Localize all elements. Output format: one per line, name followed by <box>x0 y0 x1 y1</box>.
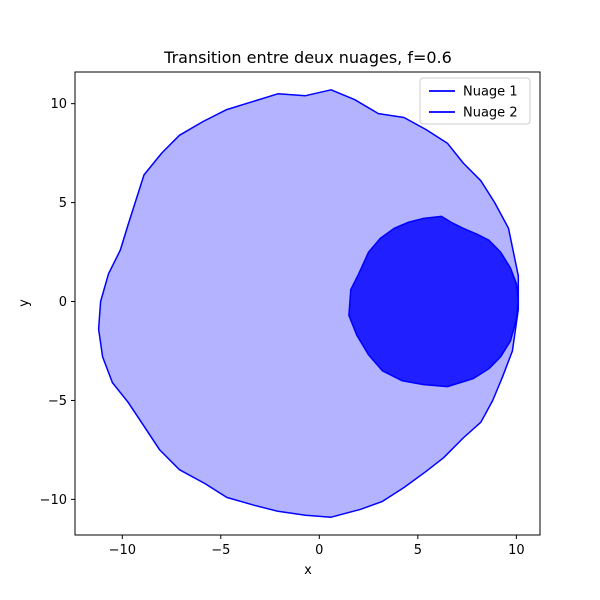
y-tick-label: −5 <box>48 394 67 409</box>
legend: Nuage 1 Nuage 2 <box>419 77 531 125</box>
plot-area <box>97 89 520 518</box>
y-tick-label: −10 <box>40 493 67 508</box>
y-axis-label: y <box>17 299 32 307</box>
x-tick-label: 10 <box>508 543 525 558</box>
legend-label-2: Nuage 2 <box>463 106 518 121</box>
axes: −10 −5 0 5 10 −10 −5 0 5 10 <box>40 71 541 558</box>
x-tick-label: 0 <box>315 543 323 558</box>
axes-frame <box>74 71 541 536</box>
y-tick-label: 0 <box>59 295 67 310</box>
x-tick-label: 5 <box>414 543 422 558</box>
y-tick-label: 5 <box>59 196 67 211</box>
x-tick-label: −10 <box>109 543 136 558</box>
chart-title: Transition entre deux nuages, f=0.6 <box>163 48 452 67</box>
x-tick-label: −5 <box>211 543 230 558</box>
legend-label-1: Nuage 1 <box>463 85 518 100</box>
series-2-shape <box>348 215 520 388</box>
y-tick-label: 10 <box>50 97 67 112</box>
x-axis-label: x <box>304 563 312 578</box>
series-1-shape <box>97 89 520 518</box>
